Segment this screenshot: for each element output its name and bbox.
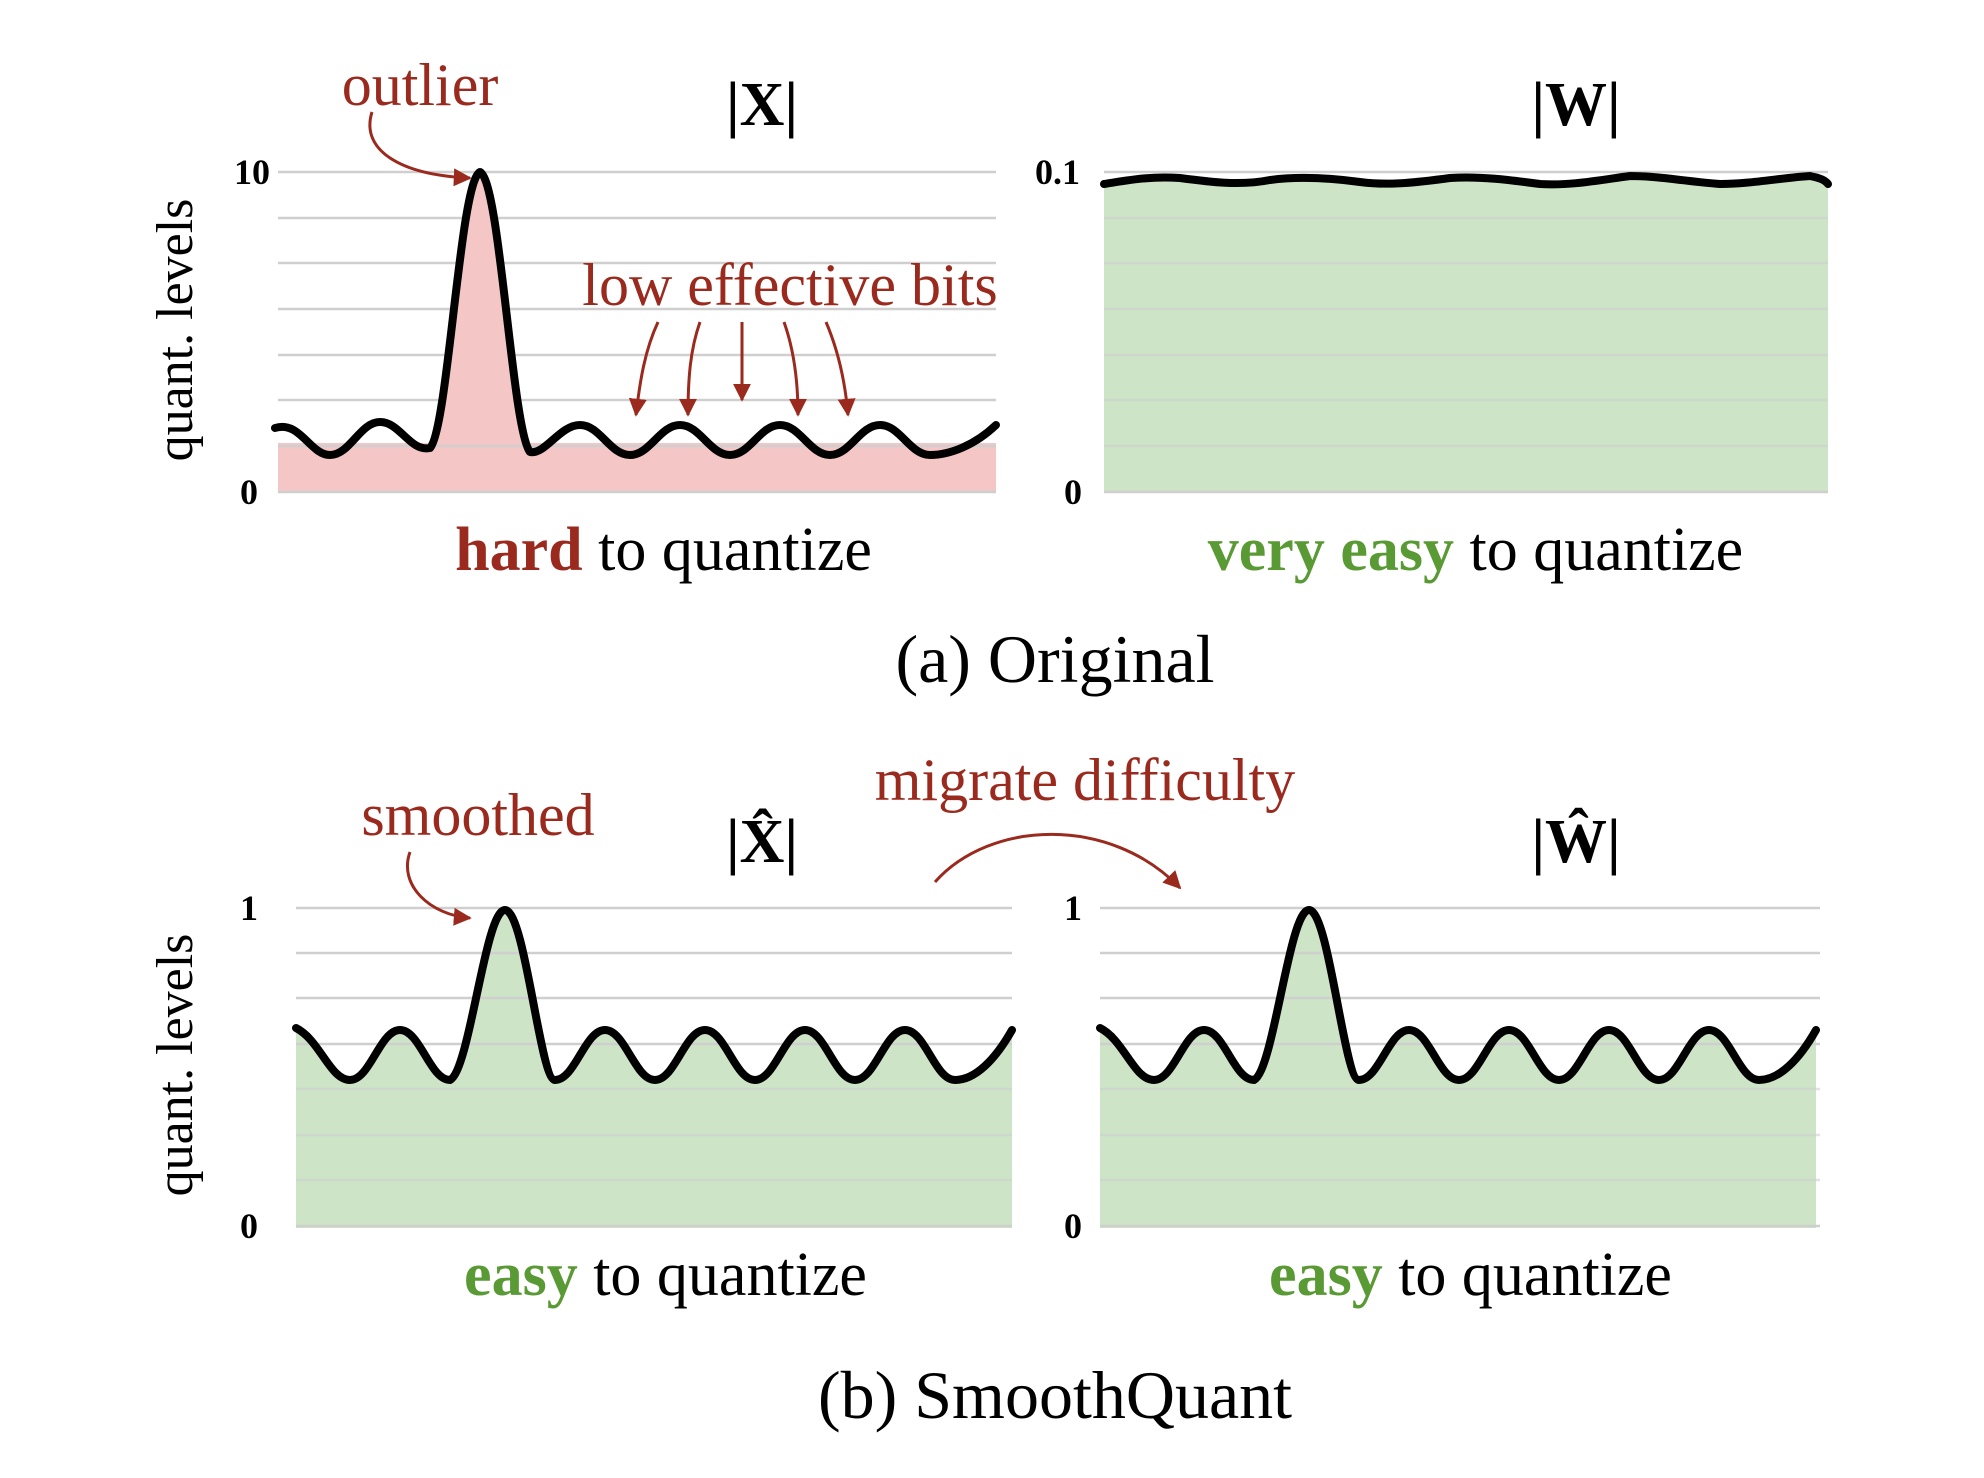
panel-x-original: 10 0 quant. levels |X| outlier low effec… [147,52,1000,584]
w-original-gridlines [1104,170,1828,494]
x-smooth-ylabel: quant. levels [147,934,204,1197]
w-original-verdict-strong: very easy [1208,516,1454,584]
smoothed-arrow [406,851,472,926]
w-original-curve [1100,172,1832,189]
outlier-arrow [368,111,472,187]
w-original-verdict: very easy to quantize [1099,516,1820,584]
x-smooth-title: |X̂| [726,808,798,876]
migrate-difficulty-label: migrate difficulty [875,747,1295,813]
x-original-verdict-rest: to quantize [583,516,872,584]
x-smooth-verdict-strong: easy [464,1241,578,1309]
w-smooth-title: |Ŵ| [1531,808,1620,876]
w-original-verdict-rest: to quantize [1454,516,1743,584]
x-smooth-curve [292,906,1016,1084]
x-original-ytick-bottom: 0 [240,472,258,512]
panel-w-original: 0.1 0 |W| very easy to quantize [1035,71,1832,584]
x-smooth-verdict-rest: to quantize [578,1241,867,1309]
w-smooth-ytick-top: 1 [1064,888,1082,928]
low-effective-bits-arrows [628,321,856,417]
x-original-ytick-top: 10 [234,152,270,192]
x-smooth-ytick-top: 1 [240,888,258,928]
w-smooth-gridlines [1100,906,1820,1228]
x-original-peak-fill [430,172,530,445]
low-effective-bits-label: low effective bits [582,252,997,318]
w-smooth-fill [1100,910,1816,1228]
w-original-fill [1104,176,1828,492]
w-smooth-curve [1096,906,1820,1084]
w-original-ytick-bottom: 0 [1064,472,1082,512]
x-original-verdict-strong: hard [455,516,582,584]
x-original-verdict: hard to quantize [347,516,950,584]
outlier-label: outlier [342,52,499,118]
smoothed-label: smoothed [361,782,594,848]
w-smooth-verdict: easy to quantize [1161,1241,1750,1309]
x-original-gridlines [278,170,996,494]
panel-x-smooth: 1 0 quant. levels |X̂| smoothed easy to … [147,782,1016,1309]
w-original-ytick-top: 0.1 [1035,152,1080,192]
w-smooth-ytick-bottom: 0 [1064,1206,1082,1246]
x-smooth-verdict: easy to quantize [356,1241,945,1309]
w-smooth-verdict-rest: to quantize [1383,1241,1672,1309]
x-original-ylabel: quant. levels [147,199,204,462]
panel-w-smooth: 1 0 |Ŵ| easy to quantize [1064,808,1820,1309]
migrate-difficulty-arrow [933,832,1182,890]
w-original-title: |W| [1531,71,1620,139]
x-smooth-ytick-bottom: 0 [240,1206,258,1246]
caption-original: (a) Original [895,621,1214,697]
w-smooth-verdict-strong: easy [1269,1241,1383,1309]
caption-smoothquant: (b) SmoothQuant [818,1357,1292,1433]
x-original-fill [278,443,996,492]
x-smooth-fill [296,910,1012,1228]
x-original-title: |X| [726,71,798,139]
x-original-curve [271,168,1000,459]
